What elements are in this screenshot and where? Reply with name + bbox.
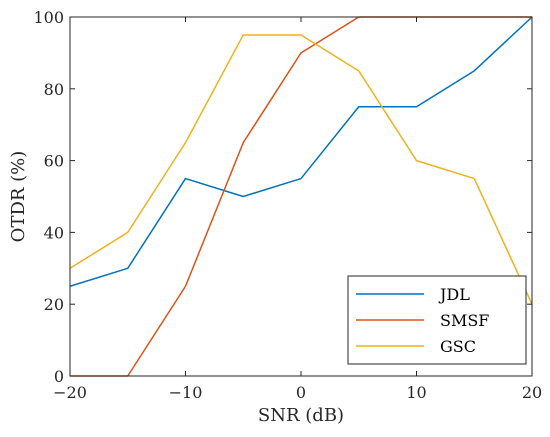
x-axis-label: SNR (dB) [258,405,344,426]
series-line-gsc [69,34,533,305]
x-tick-label: −10 [169,383,203,402]
legend-label-smsf: SMSF [440,311,489,330]
series-line-jdl [69,16,533,287]
x-tick-label: 0 [296,383,306,402]
y-tick-label: 40 [44,223,64,242]
legend: JDL SMSF GSC [347,275,527,365]
y-axis-label: OTDR (%) [8,151,29,243]
x-tick-label: −20 [53,383,87,402]
x-tick-label: 10 [406,383,426,402]
y-tick-label: 100 [33,8,64,27]
y-tick-label: 0 [54,367,64,386]
axis-ticks: −20 −10 0 10 20 0 20 40 60 80 100 [33,8,542,402]
x-tick-label: 20 [522,383,542,402]
y-tick-label: 20 [44,295,64,314]
y-tick-label: 60 [44,152,64,171]
legend-label-jdl: JDL [438,285,470,304]
legend-label-gsc: GSC [440,337,476,356]
y-tick-label: 80 [44,80,64,99]
